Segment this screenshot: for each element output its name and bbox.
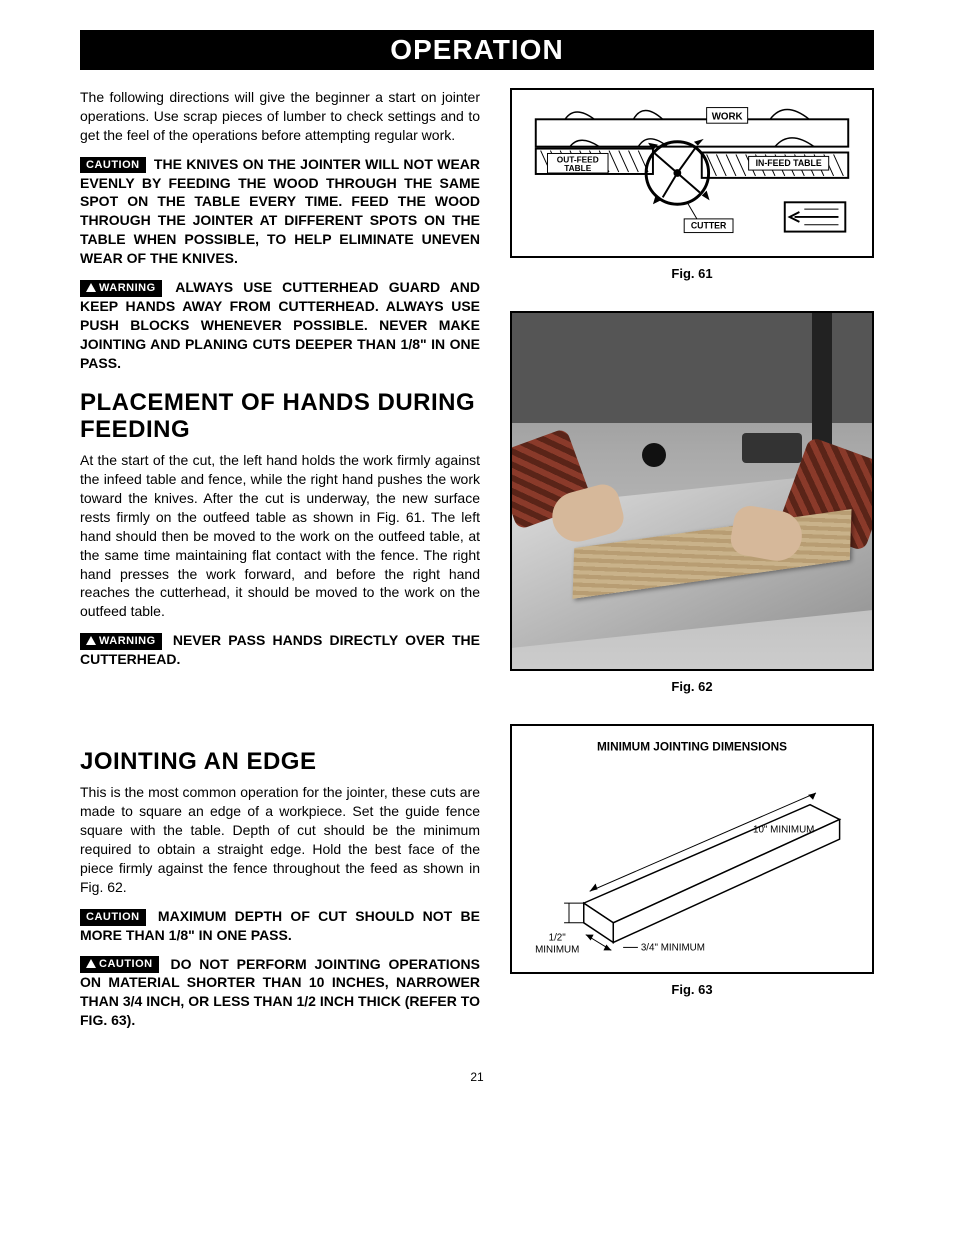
warning-icon	[86, 636, 96, 645]
warning-icon	[86, 959, 96, 968]
fig61-diagram: WORK OUT-FEED TABLE	[512, 90, 872, 256]
svg-text:CUTTER: CUTTER	[691, 221, 727, 231]
guard-block	[742, 433, 802, 463]
jointing-body: This is the most common operation for th…	[80, 783, 480, 896]
svg-text:3/4" MINIMUM: 3/4" MINIMUM	[641, 942, 705, 953]
figure-63: MINIMUM JOINTING DIMENSIONS 10" MINIMUM …	[510, 724, 874, 974]
fig62-caption: Fig. 62	[510, 679, 874, 694]
fig63-diagram: MINIMUM JOINTING DIMENSIONS 10" MINIMUM …	[512, 726, 872, 972]
svg-text:MINIMUM JOINTING DIMENSIONS: MINIMUM JOINTING DIMENSIONS	[597, 740, 787, 754]
guard-arm	[812, 311, 832, 453]
svg-text:1/2": 1/2"	[549, 933, 567, 944]
page-number: 21	[80, 1070, 874, 1084]
warning-badge: WARNING	[80, 280, 162, 297]
content-columns: The following directions will give the b…	[80, 88, 874, 1040]
caution-badge: CAUTION	[80, 956, 159, 973]
figure-62	[510, 311, 874, 671]
figure-61: WORK OUT-FEED TABLE	[510, 88, 874, 258]
svg-text:MINIMUM: MINIMUM	[535, 944, 579, 955]
caution-badge: CAUTION	[80, 909, 146, 926]
caution-knives: CAUTION THE KNIVES ON THE JOINTER WILL N…	[80, 155, 480, 268]
adjustment-knob	[642, 443, 666, 467]
svg-text:WORK: WORK	[712, 111, 743, 122]
section-header: OPERATION	[80, 30, 874, 70]
svg-text:IN-FEED TABLE: IN-FEED TABLE	[756, 158, 822, 168]
fig61-caption: Fig. 61	[510, 266, 874, 281]
left-column: The following directions will give the b…	[80, 88, 480, 1040]
svg-text:TABLE: TABLE	[564, 163, 592, 173]
caution-dimensions: CAUTION DO NOT PERFORM JOINTING OPERATIO…	[80, 955, 480, 1031]
warning-badge: WARNING	[80, 633, 162, 650]
caution-badge: CAUTION	[80, 157, 146, 174]
warning-guard: WARNING ALWAYS USE CUTTERHEAD GUARD AND …	[80, 278, 480, 372]
right-column: WORK OUT-FEED TABLE	[510, 88, 874, 1040]
warning-cutterhead: WARNING NEVER PASS HANDS DIRECTLY OVER T…	[80, 631, 480, 669]
section-heading-jointing: JOINTING AN EDGE	[80, 749, 480, 775]
page-title: OPERATION	[80, 34, 874, 66]
caution-depth: CAUTION MAXIMUM DEPTH OF CUT SHOULD NOT …	[80, 907, 480, 945]
intro-paragraph: The following directions will give the b…	[80, 88, 480, 145]
section-heading-hands: PLACEMENT OF HANDS DURING FEEDING	[80, 390, 480, 443]
warning-icon	[86, 283, 96, 292]
svg-text:10" MINIMUM: 10" MINIMUM	[753, 824, 814, 835]
hands-body: At the start of the cut, the left hand h…	[80, 451, 480, 621]
fig63-caption: Fig. 63	[510, 982, 874, 997]
